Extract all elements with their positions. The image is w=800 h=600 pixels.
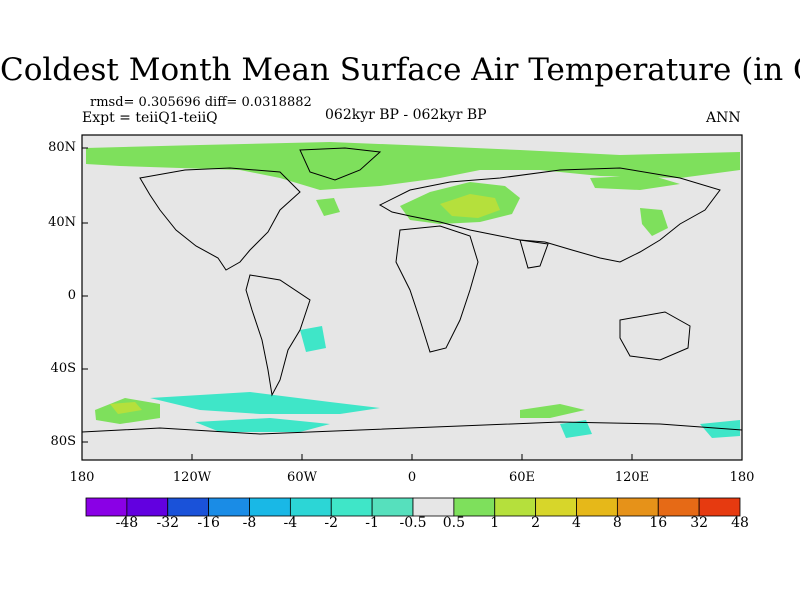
- africa-coast: [395, 225, 479, 353]
- colorbar-swatch: [167, 497, 210, 517]
- y-axis-label: 0: [67, 288, 76, 303]
- eurasia-coast: [378, 167, 721, 263]
- antarctic-cold-patch: [560, 420, 592, 438]
- page-title: Coldest Month Mean Surface Air Temperatu…: [0, 52, 800, 88]
- colorbar-label: -1: [365, 515, 379, 531]
- colorbar-label: -8: [242, 515, 257, 531]
- indian-ocean-patch: [520, 404, 585, 418]
- colorbar-swatch: [453, 497, 496, 517]
- europe-warming-core: [440, 194, 500, 218]
- southern-ocean-cold-band-2: [195, 418, 330, 432]
- colorbar-label: 16: [649, 515, 668, 531]
- siberia-patch: [590, 175, 680, 190]
- india-coast: [519, 239, 549, 269]
- colorbar-label: -2: [324, 515, 339, 531]
- antarctica-coast: [81, 421, 743, 435]
- arctic-warm-band: [86, 142, 740, 190]
- experiment-label: Expt = teiiQ1-teiiQ: [82, 110, 218, 126]
- colorbar-label: -0.5: [399, 515, 427, 531]
- colorbar-label: -4: [283, 515, 298, 531]
- colorbar-swatch: [535, 497, 577, 517]
- y-axis-label: 40N: [48, 215, 76, 230]
- stats-text: rmsd= 0.305696 diff= 0.0318882: [90, 95, 312, 110]
- x-axis-label: 0: [407, 470, 417, 485]
- australia-coast: [619, 311, 691, 361]
- colorbar-swatch: [494, 497, 537, 517]
- colorbar-swatch: [249, 497, 291, 517]
- colorbar-label: 8: [612, 515, 622, 531]
- y-axis-label: 80N: [48, 140, 76, 155]
- colorbar-label: 4: [572, 515, 581, 531]
- colorbar-label: -32: [156, 515, 180, 531]
- colorbar-label: 2: [531, 515, 541, 531]
- x-axis-label: 120E: [614, 470, 650, 485]
- colorbar-swatch: [85, 497, 128, 517]
- colorbar-swatch: [576, 497, 618, 517]
- x-axis-label: 180: [729, 470, 755, 485]
- colorbar-label: -16: [197, 515, 220, 531]
- antarctic-cold-patch-2: [700, 420, 740, 438]
- colorbar-label: 1: [490, 515, 500, 531]
- colorbar-swatch: [657, 497, 700, 517]
- y-axis-label: 80S: [50, 434, 76, 449]
- south-america-coast: [245, 274, 311, 397]
- colorbar-swatch: [289, 497, 332, 517]
- x-axis-label: 60W: [287, 470, 317, 485]
- colorbar-swatch: [412, 497, 455, 517]
- colorbar-swatch: [616, 497, 659, 517]
- x-axis-label: 180: [69, 470, 95, 485]
- south-atlantic-cold: [300, 326, 326, 352]
- x-axis-label: 60E: [508, 470, 536, 485]
- colorbar-label: -48: [115, 515, 139, 531]
- colorbar: [85, 497, 741, 517]
- axis-ticks: [81, 147, 743, 460]
- colorbar-swatch: [208, 497, 250, 517]
- southern-ocean-cold-band: [150, 392, 380, 414]
- coastlines: [81, 147, 743, 435]
- colorbar-swatch: [330, 497, 373, 517]
- colorbar-label: 32: [690, 515, 709, 531]
- greenland-coast: [299, 147, 382, 181]
- east-asia-patch: [640, 208, 668, 236]
- colorbar-swatch: [698, 497, 741, 517]
- atlantic-patch: [316, 198, 340, 216]
- y-axis-label: 40S: [50, 361, 76, 376]
- anomaly-patches: [86, 142, 740, 438]
- southern-ocean-pacific-core: [110, 402, 142, 414]
- season-label: ANN: [706, 110, 741, 126]
- colorbar-label: 0.5: [442, 515, 466, 531]
- colorbar-label: 48: [731, 515, 749, 531]
- x-axis-label: 120W: [172, 470, 212, 485]
- north-america-coast: [139, 167, 301, 271]
- colorbar-swatch: [371, 497, 414, 517]
- period-label: 062kyr BP - 062kyr BP: [325, 107, 487, 123]
- colorbar-swatch: [126, 497, 169, 517]
